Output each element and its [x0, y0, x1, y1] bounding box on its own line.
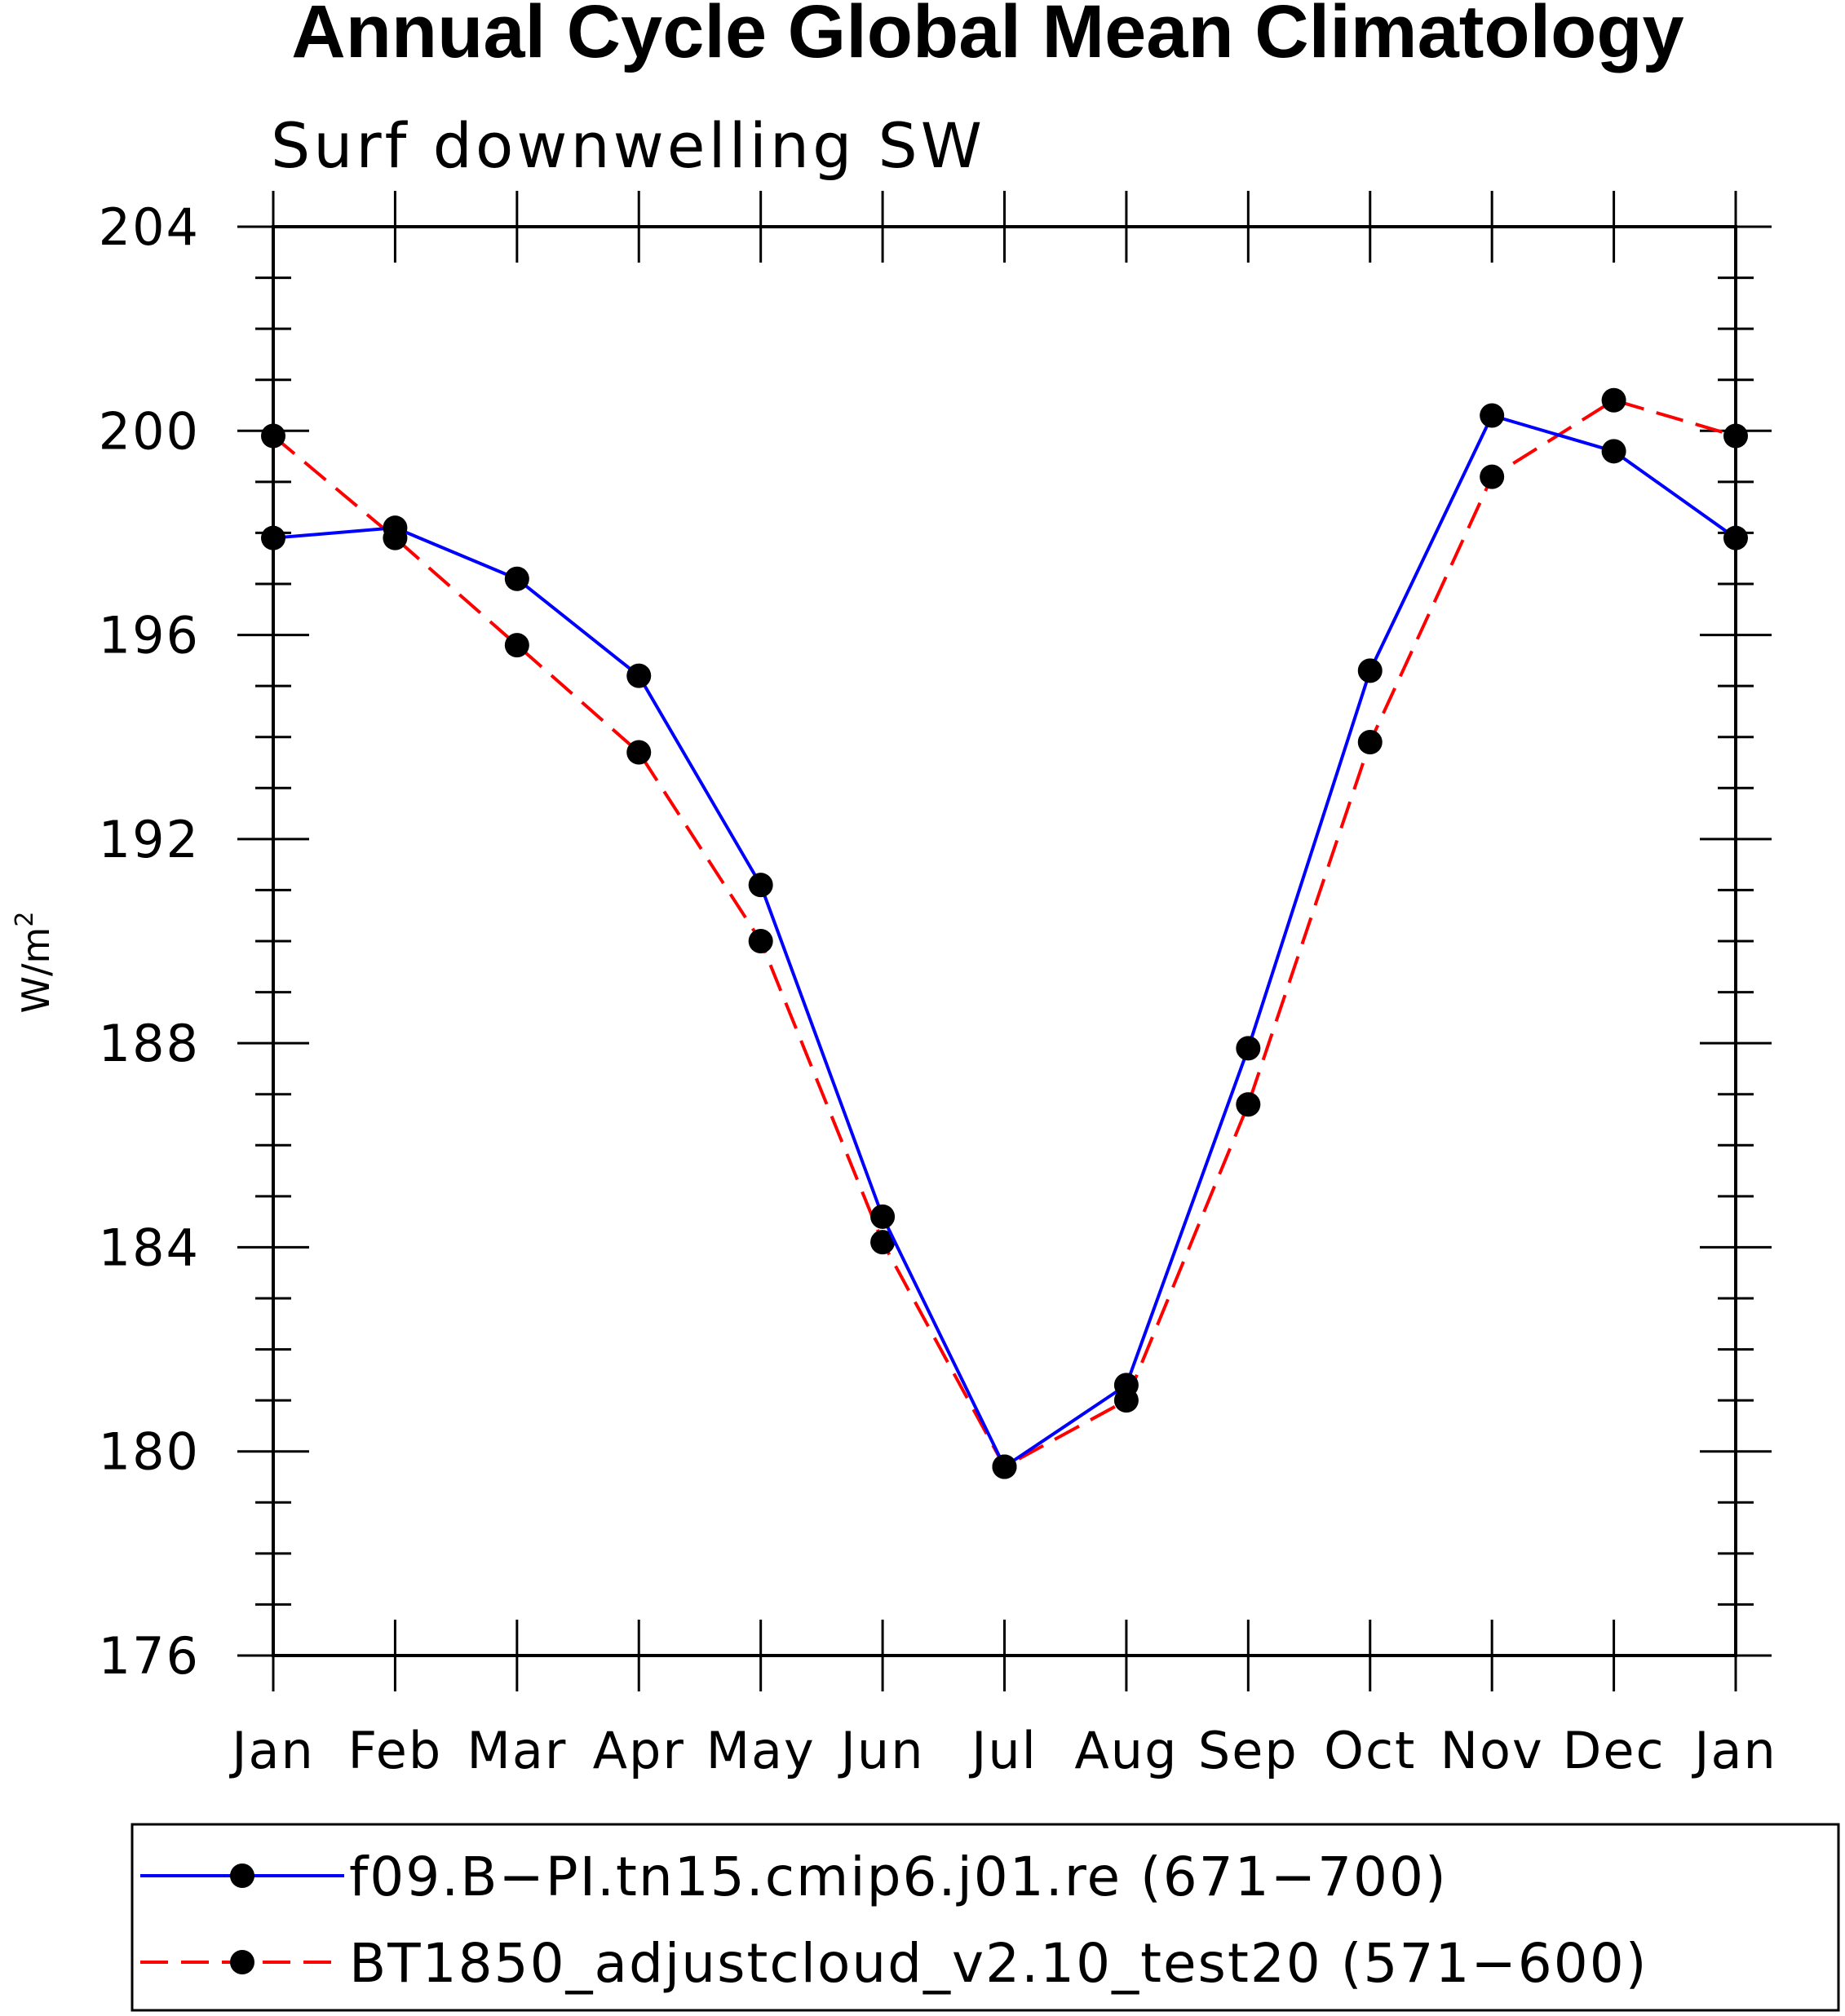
data-point — [1236, 1036, 1261, 1061]
legend: f09.B−PI.tn15.cmip6.j01.re (671−700) BT18… — [131, 1823, 1840, 2012]
x-tick-label: Jan — [228, 1721, 315, 1780]
x-tick-label: May — [706, 1721, 816, 1780]
data-point — [1357, 658, 1383, 683]
data-point — [504, 633, 529, 658]
data-point — [504, 566, 529, 591]
y-axis-label: W/m2 — [11, 912, 58, 1014]
legend-box — [131, 1823, 1840, 2012]
data-point — [870, 1204, 896, 1229]
y-tick-label: 188 — [99, 1014, 200, 1073]
y-tick-label: 184 — [99, 1218, 200, 1277]
plot-frame — [272, 225, 1737, 1657]
data-point — [1113, 1373, 1139, 1398]
plot-axes: 176 180 184 188 192 196 200 204 Jan Feb Mar Apr May J… — [99, 191, 1777, 1780]
y-tick-label: 204 — [99, 197, 200, 257]
data-point — [1480, 464, 1505, 489]
y-tick-label: 200 — [99, 401, 200, 461]
data-point — [1723, 525, 1748, 550]
svg-text:W/m2: W/m2 — [11, 912, 58, 1014]
data-point — [992, 1454, 1017, 1479]
data-point — [1601, 439, 1626, 464]
data-point — [748, 929, 773, 953]
data-point — [626, 740, 652, 765]
chart-subtitle: Surf downwelling SW — [271, 109, 985, 182]
x-tick-label: Mar — [467, 1721, 567, 1780]
x-tick-label: Jul — [968, 1721, 1038, 1780]
data-point — [1357, 729, 1383, 754]
x-tick-label: Nov — [1440, 1721, 1544, 1780]
x-tick-label: Apr — [593, 1721, 685, 1780]
series-group — [261, 387, 1748, 1479]
chart-title: Annual Cycle Global Mean Climatology — [291, 0, 1684, 73]
x-tick-label: Aug — [1074, 1721, 1178, 1780]
series-layer — [261, 387, 1748, 1479]
data-point — [1480, 403, 1505, 428]
x-tick-label: Jun — [838, 1721, 925, 1780]
data-point — [1236, 1092, 1261, 1117]
legend-label: BT1850_adjustcloud_v2.10_test20 (571−600… — [349, 1932, 1648, 1995]
x-tick-label: Jan — [1691, 1721, 1777, 1780]
y-axis-label-superscript: 2 — [11, 912, 39, 927]
y-tick-label: 196 — [99, 606, 200, 665]
data-point — [1723, 423, 1748, 449]
x-tick-label: Feb — [348, 1721, 443, 1780]
y-tick-label: 192 — [99, 810, 200, 869]
x-tick-label: Sep — [1198, 1721, 1299, 1780]
y-tick-label: 176 — [99, 1626, 200, 1686]
series-line — [272, 413, 1737, 1470]
x-tick-label: Oct — [1324, 1721, 1416, 1780]
data-point — [261, 525, 285, 550]
y-tick-label: 180 — [99, 1422, 200, 1482]
series-group — [261, 403, 1748, 1479]
series-line — [272, 398, 1737, 1470]
data-point — [261, 423, 285, 449]
data-point — [626, 663, 652, 688]
y-axis-label-text: W/m — [14, 927, 58, 1014]
data-point — [870, 1230, 896, 1255]
data-point — [383, 515, 408, 541]
x-tick-label: Dec — [1563, 1721, 1666, 1780]
legend-label: f09.B−PI.tn15.cmip6.j01.re (671−700) — [349, 1846, 1448, 1908]
legend-marker — [230, 1950, 254, 1974]
data-point — [748, 873, 773, 898]
legend-marker — [230, 1863, 254, 1888]
data-point — [1601, 387, 1626, 413]
